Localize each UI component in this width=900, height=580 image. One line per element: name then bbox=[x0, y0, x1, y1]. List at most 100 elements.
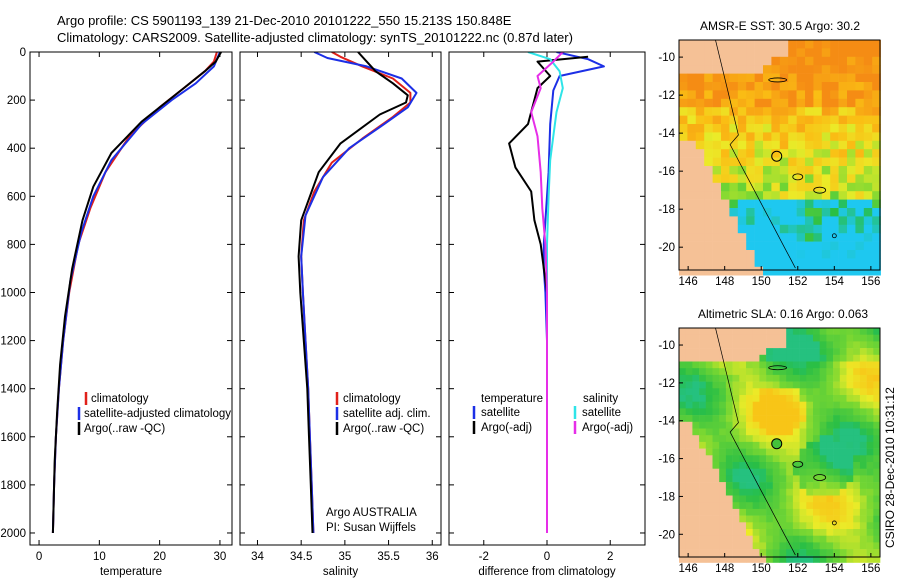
salinity-legend: climatology satellite adj. clim. Argo(..… bbox=[326, 392, 431, 534]
legend-argo: Argo(..raw -QC) bbox=[343, 423, 424, 435]
legend-temp-argo: Argo(-adj) bbox=[481, 422, 532, 434]
y-tick-label: -10 bbox=[658, 340, 675, 352]
reef-outline bbox=[813, 474, 827, 481]
argo-position-marker bbox=[771, 438, 783, 450]
y-tick-label: 200 bbox=[7, 95, 26, 107]
sla-map-panel: 146 148 150 152 154 156 -10 -12 -14 -16 -18 -20 bbox=[658, 327, 881, 575]
x-tick-label: 156 bbox=[861, 563, 880, 575]
x-tick-label: 35.5 bbox=[377, 551, 399, 563]
legend-sal-argo: Argo(-adj) bbox=[582, 422, 633, 434]
sla-contour bbox=[715, 327, 796, 556]
legend-salinity-header: salinity bbox=[583, 393, 618, 405]
x-tick-label: 148 bbox=[715, 276, 734, 288]
legend-satellite: satellite-adjusted climatology bbox=[84, 408, 231, 420]
series-salinity-argo bbox=[530, 52, 564, 533]
temperature-legend: climatology satellite-adjusted climatolo… bbox=[77, 392, 231, 435]
annotation-argo-australia: Argo AUSTRALIA bbox=[326, 507, 417, 519]
y-tick-label: -14 bbox=[658, 416, 675, 428]
y-tick-label: -16 bbox=[658, 454, 675, 466]
reef-outline bbox=[768, 365, 788, 371]
difference-panel: -2 0 2 difference from climatology bbox=[448, 51, 646, 578]
temperature-frame bbox=[29, 51, 233, 546]
x-tick-label: 0 bbox=[36, 551, 42, 563]
legend-sal-satellite: satellite bbox=[582, 407, 621, 419]
series-satellite bbox=[300, 52, 418, 534]
x-tick-label: 34.5 bbox=[290, 551, 312, 563]
x-axis-label: difference from climatology bbox=[478, 566, 615, 578]
sst-map-frame bbox=[678, 39, 881, 271]
y-tick-label: -16 bbox=[658, 166, 675, 178]
x-tick-label: 156 bbox=[861, 276, 880, 288]
legend-temp-satellite: satellite bbox=[481, 407, 520, 419]
annotation-pi: PI: Susan Wijffels bbox=[326, 522, 416, 534]
x-tick-label: 10 bbox=[93, 551, 106, 563]
sst-field bbox=[679, 40, 881, 276]
legend-climatology: climatology bbox=[343, 393, 401, 405]
y-tick-label: 1800 bbox=[0, 480, 26, 492]
x-tick-label: 36 bbox=[426, 551, 439, 563]
series-temperature-argo bbox=[508, 55, 589, 533]
y-tick-label: -14 bbox=[658, 128, 675, 140]
series-climatology bbox=[51, 52, 218, 534]
x-axis-label: temperature bbox=[100, 566, 162, 578]
y-tick-label: 600 bbox=[7, 191, 26, 203]
difference-legend: temperature satellite Argo(-adj) salinit… bbox=[472, 393, 633, 434]
x-tick-label: 30 bbox=[214, 551, 227, 563]
y-tick-label: -20 bbox=[658, 242, 675, 254]
reef-outline bbox=[831, 233, 837, 239]
x-tick-label: 35 bbox=[338, 551, 351, 563]
sla-field bbox=[679, 328, 881, 563]
x-tick-label: 150 bbox=[752, 563, 771, 575]
x-tick-label: 152 bbox=[788, 276, 807, 288]
header-line-2: Climatology: CARS2009. Satellite-adjuste… bbox=[57, 30, 573, 45]
series-argo bbox=[297, 52, 409, 534]
x-tick-label: 146 bbox=[679, 276, 698, 288]
y-tick-label: 800 bbox=[7, 239, 26, 251]
y-tick-label: 1200 bbox=[0, 336, 26, 348]
x-tick-label: -2 bbox=[479, 551, 489, 563]
y-tick-label: 1000 bbox=[0, 287, 26, 299]
reef-outline bbox=[813, 186, 827, 194]
x-tick-label: 146 bbox=[679, 563, 698, 575]
y-tick-label: 400 bbox=[7, 143, 26, 155]
x-tick-label: 34 bbox=[251, 551, 264, 563]
series-temperature-satellite bbox=[542, 52, 605, 533]
y-tick-label: 0 bbox=[20, 47, 26, 59]
legend-satellite: satellite adj. clim. bbox=[343, 408, 431, 420]
side-timestamp-label: CSIRO 28-Dec-2010 10:31:12 bbox=[883, 387, 897, 548]
series-satellite bbox=[51, 52, 221, 534]
legend-argo: Argo(..raw -QC) bbox=[84, 423, 165, 435]
y-tick-label: -18 bbox=[658, 491, 675, 503]
legend-temperature-header: temperature bbox=[481, 393, 543, 405]
header-line-1: Argo profile: CS 5901193_139 21-Dec-2010… bbox=[57, 13, 512, 28]
sst-contour bbox=[715, 39, 796, 269]
x-tick-label: 150 bbox=[752, 276, 771, 288]
x-tick-label: 2 bbox=[607, 551, 613, 563]
x-tick-label: 154 bbox=[825, 276, 845, 288]
argo-position-marker bbox=[771, 150, 783, 162]
y-tick-label: -18 bbox=[658, 204, 675, 216]
y-tick-label: -20 bbox=[658, 529, 675, 541]
reef-outline bbox=[792, 173, 804, 181]
y-tick-label: -12 bbox=[658, 378, 675, 390]
y-tick-label: -12 bbox=[658, 90, 675, 102]
reef-outline bbox=[831, 520, 837, 526]
reef-outline bbox=[768, 77, 788, 83]
y-tick-label: 1600 bbox=[0, 432, 26, 444]
salinity-panel: 34 34.5 35 35.5 36 salinity bbox=[239, 51, 442, 578]
sla-map-title: Altimetric SLA: 0.16 Argo: 0.063 bbox=[698, 307, 868, 321]
sst-map-panel: 146 148 150 152 154 156 -10 -12 -14 -16 -18 -20 bbox=[658, 39, 881, 288]
series-climatology bbox=[300, 52, 412, 534]
x-tick-label: 154 bbox=[825, 563, 845, 575]
x-axis-label: salinity bbox=[323, 566, 358, 578]
y-tick-label: -10 bbox=[658, 52, 675, 64]
legend-climatology: climatology bbox=[91, 393, 149, 405]
x-tick-label: 152 bbox=[788, 563, 807, 575]
salinity-frame bbox=[239, 51, 442, 546]
x-tick-label: 0 bbox=[544, 551, 550, 563]
y-tick-label: 2000 bbox=[0, 528, 26, 540]
sla-map-frame bbox=[678, 327, 881, 558]
sst-map-title: AMSR-E SST: 30.5 Argo: 30.2 bbox=[700, 19, 860, 33]
reef-outline bbox=[792, 460, 804, 468]
